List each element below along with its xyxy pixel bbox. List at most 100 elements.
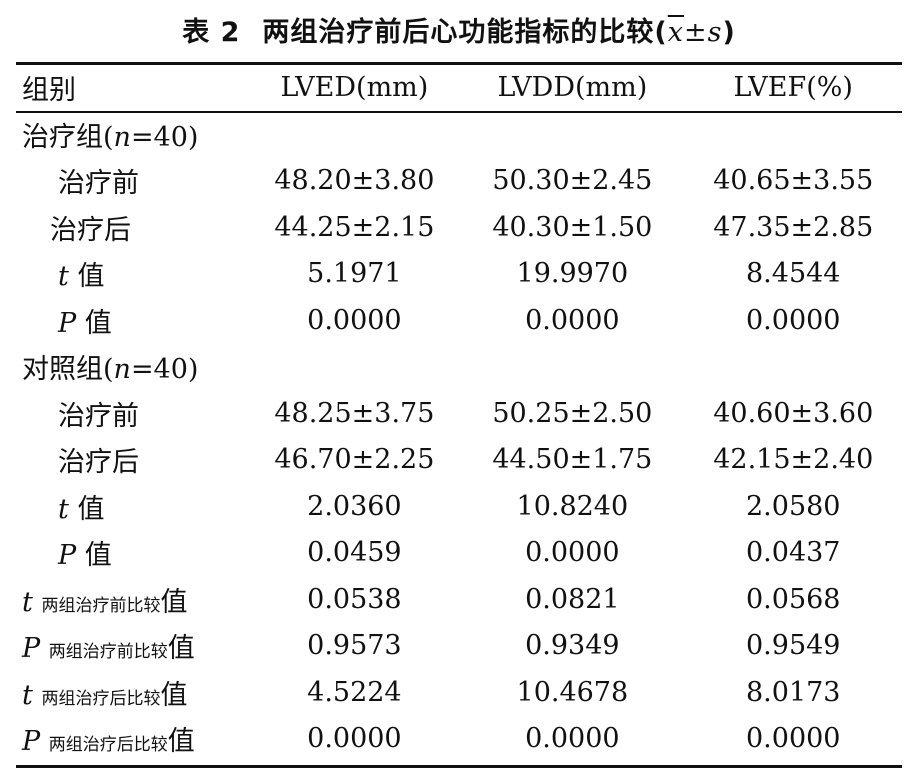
table-cell: 8.0173: [746, 676, 841, 708]
sample-size: =40): [130, 121, 199, 153]
table-cell: 2.0360: [307, 490, 402, 522]
table-cell: 0.0568: [746, 583, 841, 615]
header-lvef: LVEF(%): [733, 72, 853, 103]
row-label: t 两组治疗后比较值: [16, 669, 249, 716]
comparison-row: t 两组治疗前比较值 0.0538 0.0821 0.0568: [16, 576, 902, 623]
plus-minus: ±: [683, 17, 708, 48]
stat-subscript: 两组治疗后比较: [41, 688, 161, 709]
table-cell: 46.70±2.25: [274, 444, 435, 476]
stat-suffix: 值: [160, 679, 188, 711]
row-label-text: 治疗后: [22, 215, 131, 246]
row-label-name: 治疗后: [58, 447, 139, 479]
sample-size-symbol: n: [113, 121, 131, 153]
table-cell: 50.30±2.45: [492, 165, 653, 197]
stat-suffix: 值: [84, 540, 112, 572]
comparison-row: P 两组治疗后比较值 0.0000 0.0000 0.0000: [16, 716, 902, 763]
table-row: t 值 5.1971 19.9970 8.4544: [16, 251, 902, 298]
row-label-text: t 值: [22, 261, 104, 292]
row-label: t 两组治疗前比较值: [16, 576, 249, 623]
group-row: 治疗组(n=40): [16, 111, 902, 158]
row-label-text: 治疗前: [22, 168, 139, 199]
table-cell: 0.0538: [307, 583, 402, 615]
group-name: 治疗组(: [22, 121, 114, 153]
row-label: P 值: [16, 530, 249, 577]
row-label-name: 治疗后: [50, 214, 131, 246]
table-cell: 48.25±3.75: [274, 397, 435, 429]
table-cell: 0.0000: [307, 723, 402, 755]
stat-suffix: 值: [167, 726, 195, 758]
table-body: 治疗组(n=40) 治疗前 48.20±3.80 50.30±2.45 40.65±3.…: [16, 111, 902, 762]
stat-suffix: 值: [77, 493, 105, 525]
stat-symbol: t: [58, 493, 69, 525]
stat-symbol: t: [58, 261, 69, 293]
stat-open: (: [654, 17, 668, 48]
stat-suffix: 值: [160, 586, 188, 618]
table-cell: 0.0000: [746, 723, 841, 755]
stat-symbol: P: [22, 633, 41, 665]
table-cell: 44.25±2.15: [274, 211, 435, 243]
header-lvdd: LVDD(mm): [497, 72, 648, 103]
table-cell: 44.50±1.75: [492, 444, 653, 476]
row-label-text: P 值: [22, 540, 112, 571]
stat-symbol: P: [22, 726, 41, 758]
table-cell: 0.9349: [525, 630, 620, 662]
table-cell: 40.65±3.55: [713, 165, 874, 197]
sample-size-symbol: n: [113, 354, 131, 386]
table-cell: 8.4544: [746, 258, 841, 290]
row-label-text: 治疗前: [22, 401, 139, 432]
row-label: P 两组治疗前比较值: [16, 623, 249, 670]
comparison-row: t 两组治疗后比较值 4.5224 10.4678 8.0173: [16, 669, 902, 716]
row-label: P 值: [16, 297, 249, 344]
table-row: 治疗后 46.70±2.25 44.50±1.75 42.15±2.40: [16, 437, 902, 484]
stat-suffix: 值: [77, 261, 105, 293]
table-cell: 40.60±3.60: [713, 397, 874, 429]
sd-symbol: s: [707, 17, 723, 48]
table-title: 两组治疗前后心功能指标的比较: [262, 17, 655, 48]
top-rule: [16, 62, 902, 65]
table-cell: 4.5224: [307, 676, 402, 708]
row-label-text: P 值: [22, 308, 112, 339]
group-name: 对照组(: [22, 354, 114, 386]
row-label-text: 治疗后: [22, 447, 139, 478]
row-label: 治疗前: [16, 390, 249, 437]
stat-subscript: 两组治疗前比较: [41, 595, 161, 616]
table-cell: 0.9549: [746, 630, 841, 662]
table-cell: 47.35±2.85: [713, 211, 874, 243]
bottom-rule: [16, 765, 902, 768]
table-cell: 10.4678: [516, 676, 629, 708]
table-cell: 48.20±3.80: [274, 165, 435, 197]
table-cell: 19.9970: [516, 258, 629, 290]
row-label-name: 治疗前: [58, 400, 139, 432]
stat-symbol: t: [22, 586, 33, 618]
group-label: 治疗组(n=40): [16, 111, 902, 158]
table-cell: 0.9573: [307, 630, 402, 662]
header-row: 组别 LVED(mm) LVDD(mm) LVEF(%): [16, 64, 902, 111]
table-row: 治疗前 48.25±3.75 50.25±2.50 40.60±3.60: [16, 390, 902, 437]
stat-suffix: 值: [84, 307, 112, 339]
table-row: P 值 0.0000 0.0000 0.0000: [16, 297, 902, 344]
table-row: t 值 2.0360 10.8240 2.0580: [16, 483, 902, 530]
stat-subscript: 两组治疗后比较: [48, 735, 168, 756]
header-group: 组别: [22, 75, 76, 106]
table-row: P 值 0.0459 0.0000 0.0437: [16, 530, 902, 577]
table-cell: 10.8240: [516, 490, 629, 522]
row-label-name: 治疗前: [58, 168, 139, 200]
header-lved: LVED(mm): [280, 72, 429, 103]
sample-size: =40): [130, 354, 199, 386]
row-label: 治疗后: [16, 204, 249, 251]
stat-suffix: 值: [167, 633, 195, 665]
stat-close: ): [722, 17, 736, 48]
stat-symbol: t: [22, 679, 33, 711]
mean-symbol: x: [667, 17, 684, 48]
table-cell: 50.25±2.50: [492, 397, 653, 429]
table-cell: 0.0000: [307, 304, 402, 336]
table-cell: 0.0821: [525, 583, 620, 615]
data-table: 组别 LVED(mm) LVDD(mm) LVEF(%) 治疗组(n=40) 治疗…: [16, 64, 902, 762]
row-label: t 值: [16, 251, 249, 298]
row-label: P 两组治疗后比较值: [16, 716, 249, 763]
table-row: 治疗后 44.25±2.15 40.30±1.50 47.35±2.85: [16, 204, 902, 251]
table-caption: 表 2 两组治疗前后心功能指标的比较(x±s): [0, 10, 918, 49]
table-number: 表 2: [182, 17, 241, 48]
table-cell: 40.30±1.50: [492, 211, 653, 243]
row-label-text: t 值: [22, 494, 104, 525]
